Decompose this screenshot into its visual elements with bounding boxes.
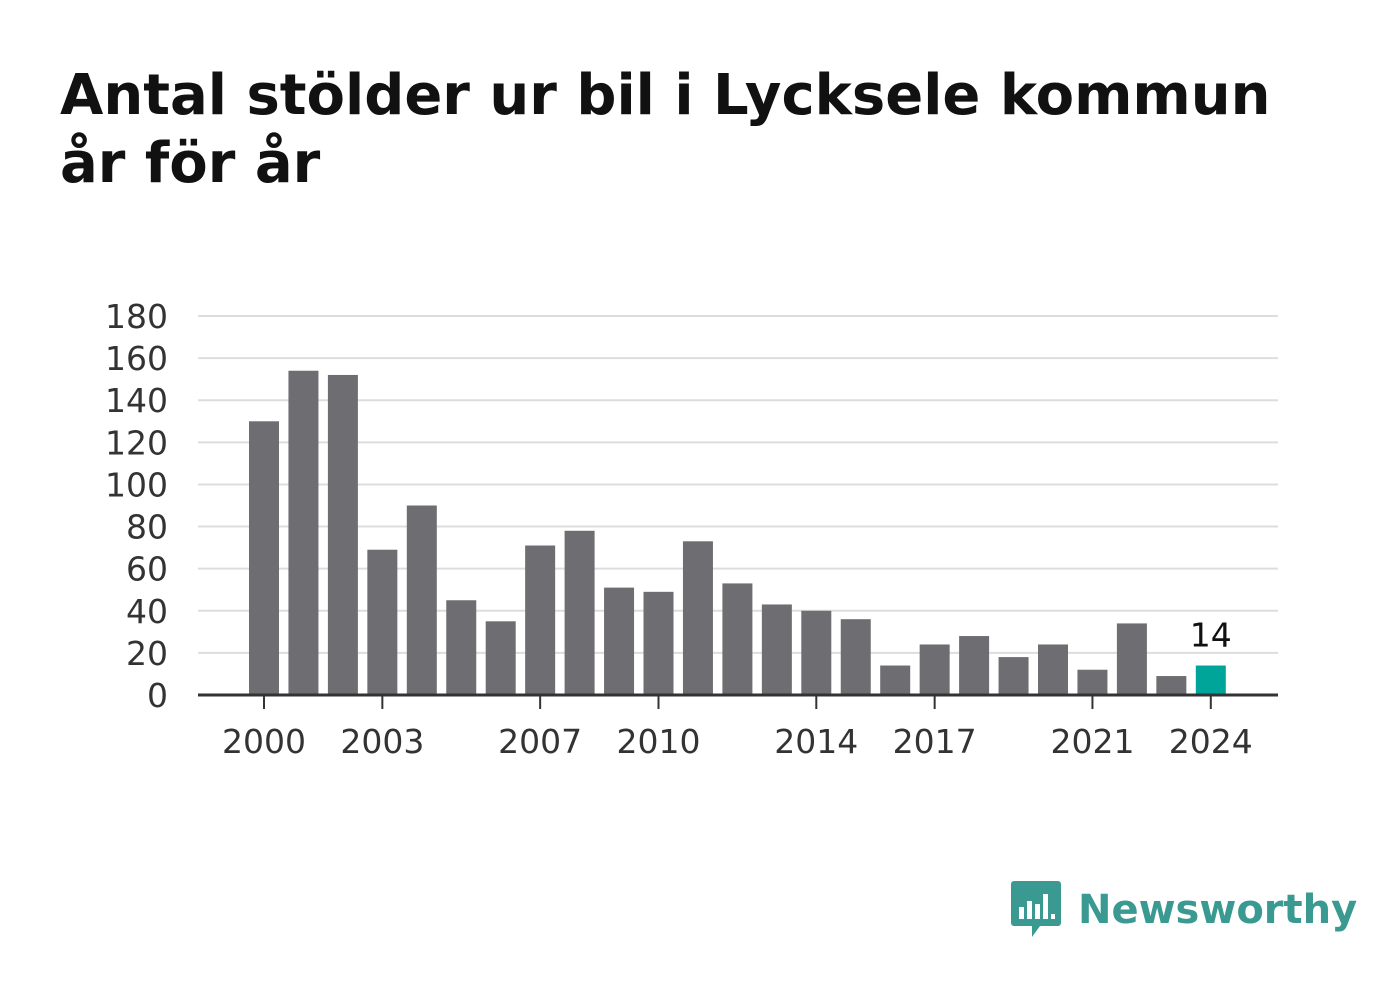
bar-2003 [367, 549, 398, 695]
x-tick-label: 2010 [617, 722, 701, 761]
highlight-value-label: 14 [1190, 616, 1232, 655]
y-tick-label: 160 [105, 339, 168, 378]
bar-2002 [327, 374, 358, 695]
bar-2016 [880, 665, 911, 695]
bar-2007 [525, 545, 556, 695]
x-tick-label: 2007 [498, 722, 582, 761]
bar-chart-speech-bubble-icon [1011, 881, 1061, 937]
y-tick-label: 120 [105, 423, 168, 462]
bar-2015 [840, 619, 871, 695]
y-tick-label: 0 [147, 676, 168, 715]
y-tick-label: 180 [105, 297, 168, 336]
bar-2024 [1195, 665, 1226, 695]
bar-2011 [682, 541, 713, 695]
x-tick-label: 2024 [1169, 722, 1253, 761]
y-tick-label: 60 [126, 550, 168, 589]
bar-2012 [722, 583, 753, 695]
bar-2014 [801, 610, 832, 695]
data-labels: 14 [1190, 616, 1232, 655]
chart-title: Antal stölder ur bil i Lycksele kommun å… [60, 63, 1271, 196]
x-tick-label: 2000 [222, 722, 306, 761]
bar-2019 [998, 657, 1029, 695]
y-tick-label: 20 [126, 634, 168, 673]
bar-2005 [446, 600, 477, 695]
y-tick-label: 40 [126, 592, 168, 631]
bar-2006 [485, 621, 516, 695]
bar-2000 [249, 421, 279, 695]
brand-name: Newsworthy [1078, 887, 1358, 933]
x-tick-label: 2014 [774, 722, 858, 761]
bar-2009 [604, 587, 635, 695]
grid-lines [198, 315, 1278, 654]
bar-2001 [288, 370, 319, 695]
bar-2017 [919, 644, 950, 695]
bar-2008 [564, 530, 595, 695]
bar-2004 [406, 505, 437, 695]
y-tick-label: 80 [126, 508, 168, 547]
bar-2010 [643, 591, 674, 695]
bar-2020 [1038, 644, 1068, 695]
bar-2023 [1156, 676, 1187, 695]
x-tick-label: 2017 [893, 722, 977, 761]
x-axis: 2000 2003 2007 2010 2014 2017 2021 2024 [198, 693, 1278, 761]
bar-2013 [761, 604, 792, 695]
brand-logo: Newsworthy [1010, 878, 1357, 942]
bar-2022 [1116, 623, 1147, 695]
x-tick-label: 2003 [340, 722, 424, 761]
y-tick-label: 100 [105, 465, 168, 504]
x-tick-label: 2021 [1050, 722, 1134, 761]
bar-2021 [1077, 669, 1108, 695]
bars [249, 370, 1226, 695]
y-tick-label: 140 [105, 381, 168, 420]
bar-2018 [959, 636, 990, 695]
